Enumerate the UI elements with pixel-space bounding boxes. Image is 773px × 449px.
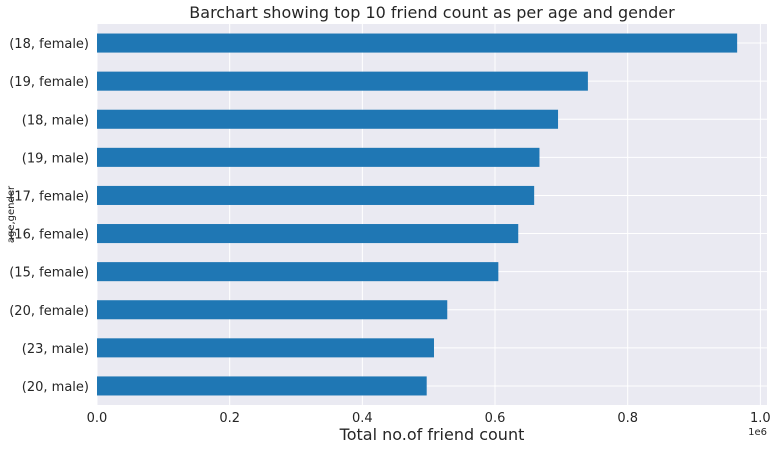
- y-tick-label: (20, female): [9, 304, 89, 319]
- y-tick-label: (17, female): [9, 189, 89, 204]
- y-tick-labels: (18, female) (19, female) (18, male) (19, m…: [9, 37, 89, 395]
- y-tick-label: (19, female): [9, 75, 89, 90]
- bar: [97, 338, 434, 358]
- y-tick-label: (18, male): [22, 113, 89, 128]
- x-tick-label: 0.4: [352, 411, 373, 426]
- x-axis-offset-label: 1e6: [748, 427, 767, 438]
- bar: [97, 262, 499, 282]
- x-tick-label: 0.6: [485, 411, 506, 426]
- y-tick-label: (15, female): [9, 266, 89, 281]
- bar: [97, 33, 738, 53]
- y-tick-label: (18, female): [9, 37, 89, 52]
- bars: [97, 33, 738, 396]
- bar: [97, 300, 448, 320]
- bar: [97, 109, 559, 129]
- y-axis-label: age,gender: [6, 185, 17, 243]
- y-tick-label: (19, male): [22, 151, 89, 166]
- bar: [97, 147, 540, 167]
- chart-title: Barchart showing top 10 friend count as …: [189, 3, 675, 22]
- x-tick-label: 0.2: [219, 411, 240, 426]
- bar: [97, 71, 588, 91]
- y-tick-label: (16, female): [9, 228, 89, 243]
- bar: [97, 376, 427, 396]
- x-tick-labels: 0.0 0.2 0.4 0.6 0.8 1.0: [87, 411, 771, 426]
- x-tick-label: 1.0: [750, 411, 771, 426]
- y-tick-label: (23, male): [22, 342, 89, 357]
- x-axis-label: Total no.of friend count: [339, 425, 525, 444]
- x-tick-label: 0.0: [87, 411, 108, 426]
- y-tick-label: (20, male): [22, 380, 89, 395]
- x-tick-label: 0.8: [617, 411, 638, 426]
- bar: [97, 185, 535, 205]
- bar: [97, 224, 519, 244]
